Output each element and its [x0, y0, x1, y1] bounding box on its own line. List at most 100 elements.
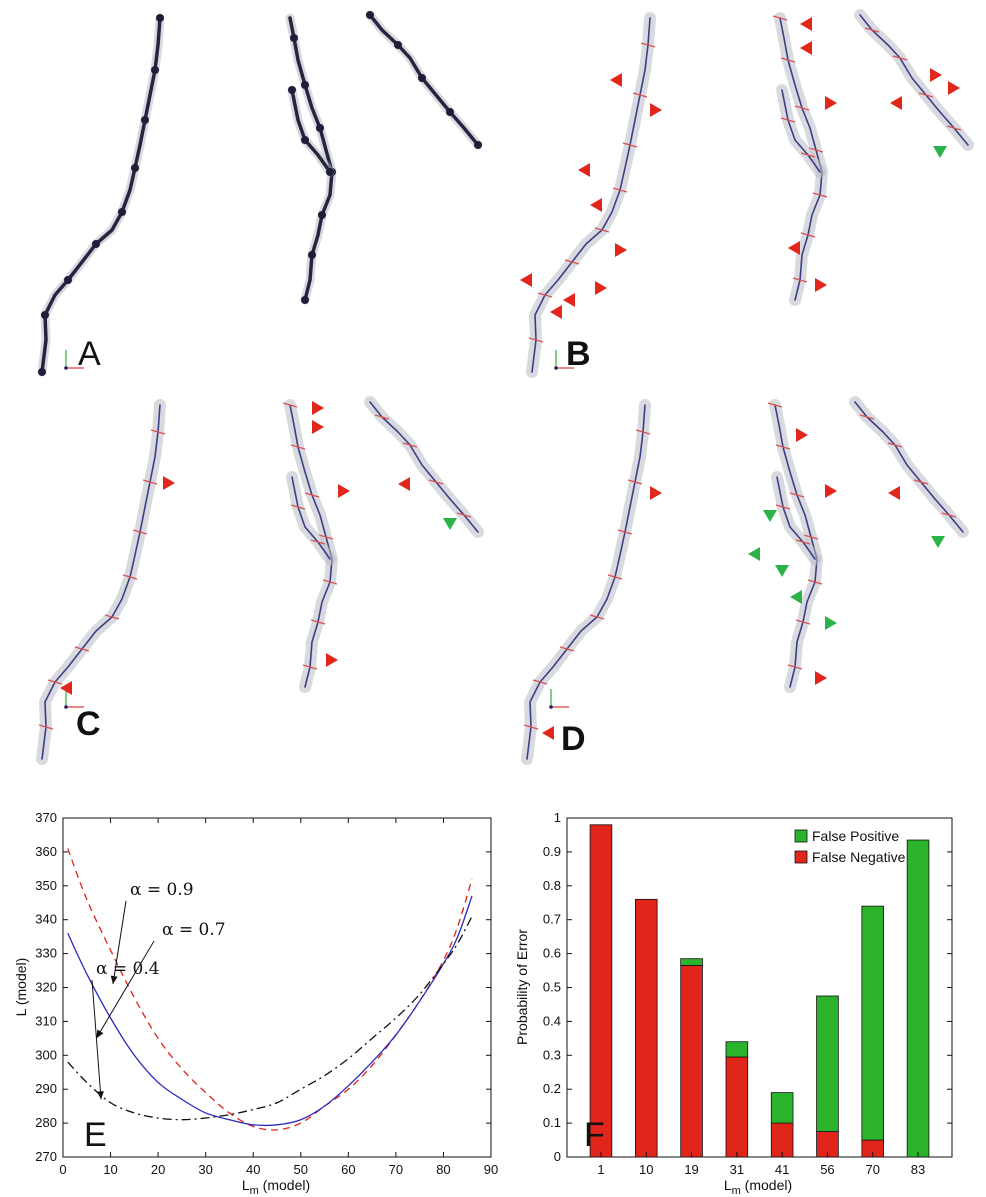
spine-detection — [374, 414, 390, 420]
chart-f-plot-frame — [566, 817, 953, 1158]
spine-detection — [812, 192, 828, 198]
f-y-tick-label: 0.4 — [543, 1013, 561, 1028]
spine-blob — [64, 276, 72, 284]
bar-false-positive — [861, 905, 885, 1141]
chart-f-bar-plot: 0 0.1 0.2 0.3 0.4 0.5 0.6 0.7 0.8 0.9 1 1 10 19 31 41 5… — [514, 810, 953, 1197]
e-y-tick-label: 270 — [35, 1149, 57, 1164]
missed-spine-marker — [800, 17, 812, 31]
chart-e-x-ticks: 0 10 20 30 40 50 60 70 80 90 — [59, 818, 498, 1177]
spine-detection — [622, 142, 638, 148]
f-y-tick-label: 0.1 — [543, 1115, 561, 1130]
dendrite-trace — [291, 476, 331, 560]
axis-icon-z — [64, 366, 68, 370]
f-y-tick-label: 0.5 — [543, 980, 561, 995]
spine-detection — [594, 227, 610, 233]
spine-detection — [402, 442, 418, 448]
missed-spine-marker — [550, 305, 562, 319]
bar-false-positive — [770, 1092, 794, 1124]
e-x-tick-label: 70 — [389, 1162, 403, 1177]
spine-blob — [316, 124, 324, 132]
spine-detection — [789, 492, 805, 498]
spine-detection — [800, 152, 816, 158]
chart-f-y-ticks: 0 0.1 0.2 0.3 0.4 0.5 0.6 0.7 0.8 0.9 1 — [543, 810, 952, 1164]
panel-a-letter: A — [78, 335, 101, 373]
dendrite-trace — [531, 17, 651, 373]
f-x-tick-label: 70 — [866, 1162, 880, 1177]
f-x-tick-label: 31 — [730, 1162, 744, 1177]
spine-detection — [780, 57, 796, 63]
dendrite-trace — [859, 14, 969, 146]
spine-detection — [122, 574, 138, 580]
legend-swatch-false-negative — [794, 850, 808, 864]
micrograph-panel-a — [37, 10, 483, 377]
spine-blob — [151, 66, 159, 74]
spine-detection — [607, 574, 623, 580]
f-y-tick-label: 0.2 — [543, 1081, 561, 1096]
dendrite-halo — [36, 399, 166, 765]
spine-detection — [795, 539, 811, 545]
missed-spine-marker — [788, 241, 800, 255]
chart-e-y-axis-label: L (model) — [13, 958, 29, 1017]
spine-detection — [792, 277, 808, 283]
legend-label-false-negative: False Negative — [812, 849, 906, 865]
axis-icon-z — [554, 366, 558, 370]
e-annotation-label-1: α = 0.7 — [162, 920, 226, 940]
false-spine-marker — [933, 146, 947, 158]
micrograph-panel-c — [36, 396, 484, 765]
e-x-tick-label: 40 — [246, 1162, 260, 1177]
e-y-tick-label: 320 — [35, 980, 57, 995]
f-x-tick-label: 1 — [597, 1162, 604, 1177]
spine-blob — [156, 14, 164, 22]
spine-detection — [775, 444, 791, 450]
spine-detection — [456, 512, 472, 518]
missed-spine-marker — [398, 477, 410, 491]
false-spine-marker — [763, 510, 777, 522]
spine-detection — [74, 646, 90, 652]
chart-f-y-axis-label: Probability of Error — [514, 929, 530, 1045]
e-y-tick-label: 330 — [35, 946, 57, 961]
f-y-tick-label: 0.9 — [543, 844, 561, 859]
missed-spine-marker — [800, 41, 812, 55]
spine-detection — [559, 646, 575, 652]
spine-blob — [141, 116, 149, 124]
spine-blob — [290, 34, 298, 42]
chart-e-annotations: α = 0.9 α = 0.7α = 0.4 — [91, 880, 226, 1100]
spine-detection — [892, 55, 908, 61]
e-y-tick-label: 360 — [35, 844, 57, 859]
spine-detection — [794, 105, 810, 111]
e-y-tick-label: 290 — [35, 1081, 57, 1096]
false-spine-marker — [775, 565, 789, 577]
spine-detection — [800, 232, 816, 238]
f-y-tick-label: 1 — [554, 810, 561, 825]
missed-spine-marker — [796, 428, 808, 442]
bar-false-positive — [816, 995, 839, 1132]
chart-f-x-axis-label: Lm (model) — [724, 1177, 792, 1197]
e-x-tick-label: 20 — [151, 1162, 165, 1177]
false-spine-marker — [825, 616, 837, 630]
spine-detection — [627, 479, 643, 485]
missed-spine-marker — [815, 671, 827, 685]
false-spine-marker — [931, 536, 945, 548]
spine-detection — [864, 27, 880, 33]
chart-f-legend: False Positive False Negative — [794, 828, 906, 865]
missed-spine-marker — [312, 401, 324, 415]
missed-spine-marker — [563, 293, 575, 307]
chart-e-plot-frame — [62, 817, 492, 1158]
spine-detection — [310, 539, 326, 545]
e-x-tick-label: 90 — [484, 1162, 498, 1177]
spine-detection — [290, 504, 306, 510]
spine-detection — [946, 125, 962, 131]
spine-blob — [474, 141, 482, 149]
dendrite-halo — [526, 12, 656, 378]
spine-detection — [803, 534, 819, 540]
spine-blob — [301, 81, 309, 89]
e-series-line-0 — [67, 848, 473, 1131]
f-x-tick-label: 19 — [684, 1162, 698, 1177]
chart-e-x-axis-label-subscript: m — [250, 1185, 259, 1197]
spine-detection — [47, 679, 63, 685]
spine-detection — [787, 664, 803, 670]
missed-spine-marker — [825, 484, 837, 498]
missed-spine-marker — [615, 243, 627, 257]
spine-detection — [612, 187, 628, 193]
